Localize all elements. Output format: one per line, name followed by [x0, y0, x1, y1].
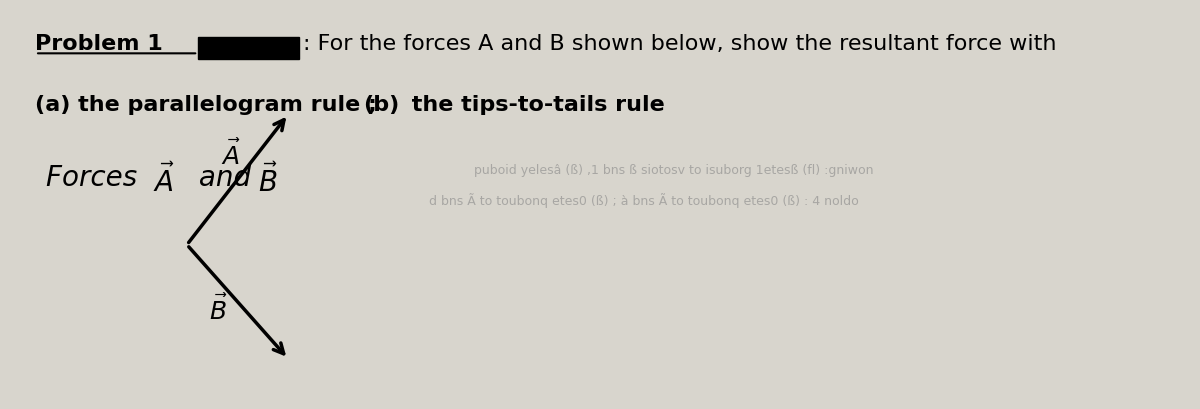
Text: puboid yelesâ (ß) ,1 bns ß siotosv to isuborg 1etesß (fl) :gniwon: puboid yelesâ (ß) ,1 bns ß siotosv to is…: [474, 164, 874, 177]
Text: d bns Ã to toubonq etes0 (ß) ; à bns Ã to toubonq etes0 (ß) : 4 noldo: d bns Ã to toubonq etes0 (ß) ; à bns Ã t…: [428, 192, 858, 207]
Text: (b): (b): [364, 95, 400, 115]
Text: : For the forces A and B shown below, show the resultant force with: : For the forces A and B shown below, sh…: [302, 34, 1056, 54]
Text: Forces: Forces: [47, 164, 146, 192]
Text: and: and: [191, 164, 260, 192]
Text: $\vec{A}$: $\vec{A}$: [221, 139, 240, 169]
Text: $\vec{B}$: $\vec{B}$: [258, 164, 278, 198]
Text: $\vec{B}$: $\vec{B}$: [210, 294, 228, 324]
Text: Problem 1: Problem 1: [35, 34, 163, 54]
FancyBboxPatch shape: [198, 38, 299, 60]
Text: (a) the parallelogram rule ;: (a) the parallelogram rule ;: [35, 95, 385, 115]
Text: $\vec{A}$: $\vec{A}$: [154, 164, 175, 198]
Text: the tips-to-tails rule: the tips-to-tails rule: [404, 95, 665, 115]
